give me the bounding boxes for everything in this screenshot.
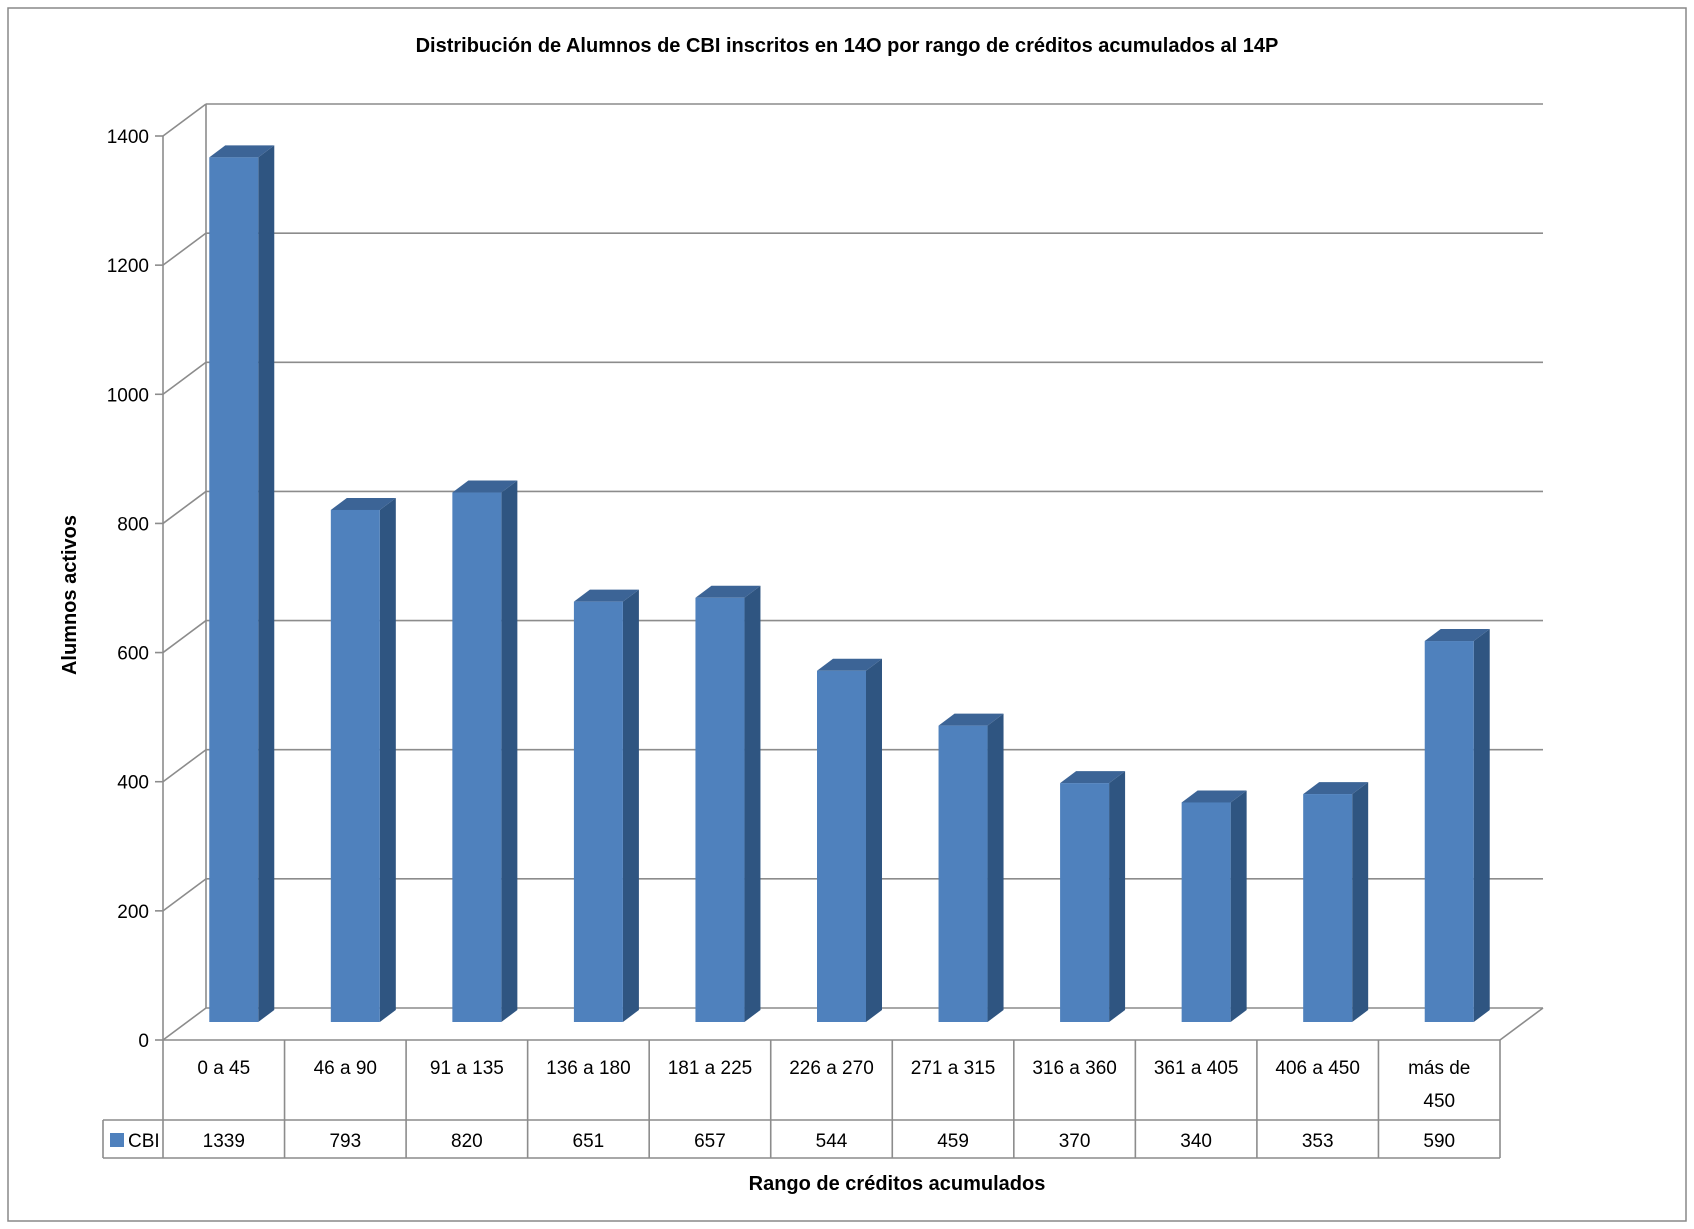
y-tick-label-800: 800 (117, 514, 149, 535)
bar-9 (1303, 782, 1369, 1022)
bar-side-1 (379, 497, 396, 1022)
category-label-6: 271 a 315 (911, 1058, 996, 1079)
y-axis-title: Alumnos activos (59, 515, 81, 675)
x-axis-title: Rango de créditos acumulados (749, 1173, 1046, 1195)
bar-top-7 (1060, 771, 1126, 784)
side-gridline-400 (162, 749, 207, 783)
bar-2 (452, 480, 518, 1022)
category-label-0: 0 a 45 (197, 1058, 250, 1079)
bar-front-7 (1060, 783, 1110, 1022)
bar-top-4 (695, 585, 761, 598)
y-tick-label-1000: 1000 (107, 385, 149, 406)
bar-top-8 (1181, 790, 1247, 803)
y-tick-label-200: 200 (117, 902, 149, 923)
bar-front-0 (209, 157, 259, 1023)
bar-top-0 (209, 145, 275, 158)
bar-front-5 (817, 670, 866, 1022)
chart-title: Distribución de Alumnos de CBI inscritos… (416, 35, 1279, 57)
category-label-4: 181 a 225 (668, 1058, 753, 1079)
data-label-2: 820 (451, 1131, 483, 1152)
bar-front-1 (330, 509, 380, 1022)
y-axis: 0 200 400 600 800 1000 1200 1400 (107, 127, 163, 1052)
bar-top-1 (330, 497, 396, 510)
bar-top-2 (452, 480, 518, 493)
data-label-9: 353 (1302, 1131, 1334, 1152)
data-label-10: 590 (1423, 1131, 1455, 1152)
data-label-5: 544 (816, 1131, 848, 1152)
category-label-8: 361 a 405 (1154, 1058, 1239, 1079)
y-tick-label-0: 0 (138, 1031, 149, 1052)
bar-side-0 (258, 145, 275, 1023)
bar-top-5 (817, 658, 882, 671)
bar-front-4 (695, 597, 745, 1022)
side-gridline-600 (162, 619, 207, 654)
bar-front-6 (938, 725, 988, 1022)
bar-side-3 (622, 589, 639, 1022)
side-gridline-1400 (162, 103, 207, 137)
y-tick-label-1200: 1200 (107, 256, 149, 277)
category-label-5: 226 a 270 (789, 1058, 874, 1079)
legend-swatch (110, 1133, 124, 1147)
bar-5 (817, 658, 882, 1022)
bar-side-6 (987, 713, 1004, 1022)
side-gridline-200 (162, 878, 207, 912)
bar-front-9 (1303, 794, 1353, 1022)
side-gridline-1000 (162, 361, 207, 395)
data-label-8: 340 (1180, 1131, 1212, 1152)
bar-top-6 (938, 713, 1004, 726)
bar-0 (209, 145, 275, 1023)
bar-side-5 (866, 658, 882, 1022)
bar-1 (330, 497, 396, 1022)
bar-top-10 (1424, 629, 1490, 642)
bar-8 (1181, 790, 1247, 1022)
data-label-0: 1339 (203, 1131, 245, 1152)
floor-right-edge (1499, 1007, 1544, 1041)
bar-side-2 (501, 480, 518, 1022)
bar-4 (695, 585, 761, 1022)
side-gridline-0 (162, 1007, 207, 1041)
data-table: 0 a 45 1339 46 a 90 793 91 a 135 820 136 a 180… (102, 1040, 1501, 1159)
bar-top-9 (1303, 782, 1369, 795)
category-label-10: más de (1408, 1058, 1470, 1079)
bars (209, 145, 1490, 1023)
data-label-4: 657 (694, 1131, 726, 1152)
side-gridline-1200 (162, 232, 207, 266)
y-tick-label-400: 400 (117, 773, 149, 794)
bar-side-4 (744, 585, 761, 1022)
data-label-3: 651 (573, 1131, 605, 1152)
data-label-6: 459 (937, 1131, 969, 1152)
bar-7 (1060, 771, 1126, 1022)
category-label-9: 406 a 450 (1275, 1058, 1360, 1079)
category-label-2: 91 a 135 (430, 1058, 504, 1079)
legend-label: CBI (128, 1131, 160, 1152)
bar-side-8 (1230, 790, 1247, 1022)
category-label-7: 316 a 360 (1032, 1058, 1117, 1079)
y-tick-label-600: 600 (117, 644, 149, 665)
data-label-1: 793 (329, 1131, 361, 1152)
data-label-7: 370 (1059, 1131, 1091, 1152)
bar-6 (938, 713, 1004, 1022)
bar-10 (1424, 629, 1490, 1022)
category-label-3: 136 a 180 (546, 1058, 631, 1079)
bar-side-10 (1473, 629, 1490, 1022)
category-label-10: 450 (1423, 1091, 1455, 1112)
side-gridline-800 (162, 490, 207, 525)
category-label-1: 46 a 90 (314, 1058, 377, 1079)
y-tick-label-1400: 1400 (107, 127, 149, 148)
bar-front-10 (1424, 641, 1474, 1022)
bar-side-7 (1109, 771, 1126, 1022)
bar-3 (573, 589, 639, 1022)
bar-front-2 (452, 492, 502, 1022)
bar-top-3 (573, 589, 639, 602)
bar-front-3 (573, 601, 623, 1022)
bar-side-9 (1352, 782, 1369, 1022)
bar-front-8 (1181, 802, 1231, 1022)
